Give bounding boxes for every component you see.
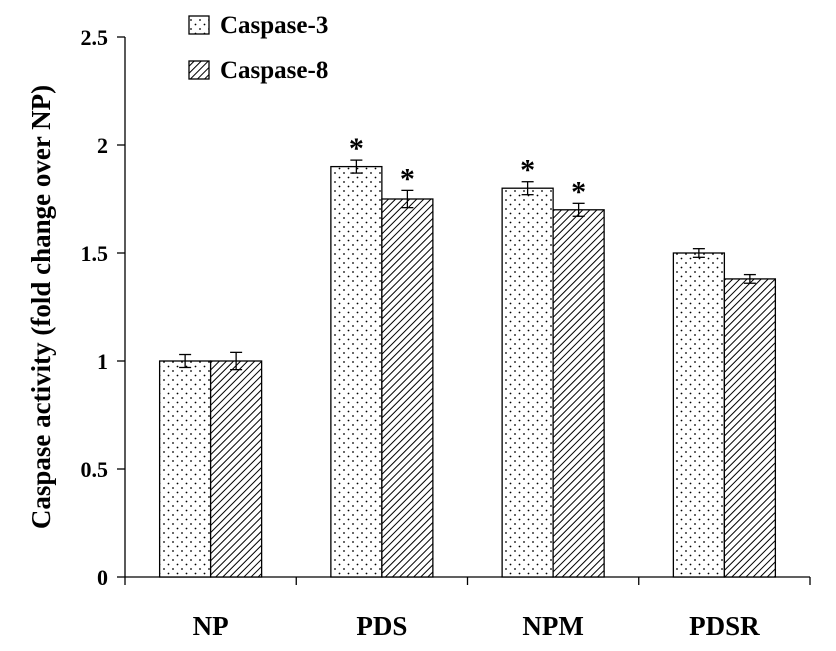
x-category-label: PDS <box>356 611 407 641</box>
bar-caspase-3-np <box>158 360 212 578</box>
bar-caspase-8-npm <box>552 209 605 578</box>
significance-marker: * <box>400 162 415 195</box>
bar-caspase-8-pds <box>381 198 434 578</box>
bar-caspase-8-pdsr <box>723 278 777 578</box>
bar-caspase-3-pdsr <box>672 252 726 578</box>
bars <box>158 159 777 578</box>
y-tick-label: 1 <box>97 349 108 374</box>
significance-marker: * <box>520 154 535 187</box>
bar-caspase-3-pds <box>330 165 383 578</box>
y-tick-label: 1.5 <box>81 241 109 266</box>
y-tick-label: 2.5 <box>81 25 109 50</box>
legend-label: Caspase-8 <box>220 57 328 84</box>
bar-caspase-8-np <box>209 360 263 578</box>
legend-swatch-caspase-3 <box>188 15 210 35</box>
y-tick-label: 0.5 <box>81 457 109 482</box>
significance-marker: * <box>349 132 364 165</box>
legend: Caspase-3 Caspase-8 <box>188 12 328 84</box>
significance-marker: * <box>571 175 586 208</box>
y-tick-label: 0 <box>97 565 108 590</box>
bar-caspase-3-npm <box>501 187 554 578</box>
labels: 0 0.5 1 1.5 2 2.5 NP * * PDS * * NPM PDSR Caspase acti… <box>26 25 760 641</box>
y-axis-label: Caspase activity (fold change over NP) <box>26 85 56 529</box>
legend-swatch-caspase-8 <box>188 60 210 80</box>
x-category-label: PDSR <box>689 611 760 641</box>
x-category-label: NPM <box>522 611 583 641</box>
y-tick-label: 2 <box>97 133 108 158</box>
x-category-label: NP <box>193 611 229 641</box>
legend-label: Caspase-3 <box>220 12 328 39</box>
